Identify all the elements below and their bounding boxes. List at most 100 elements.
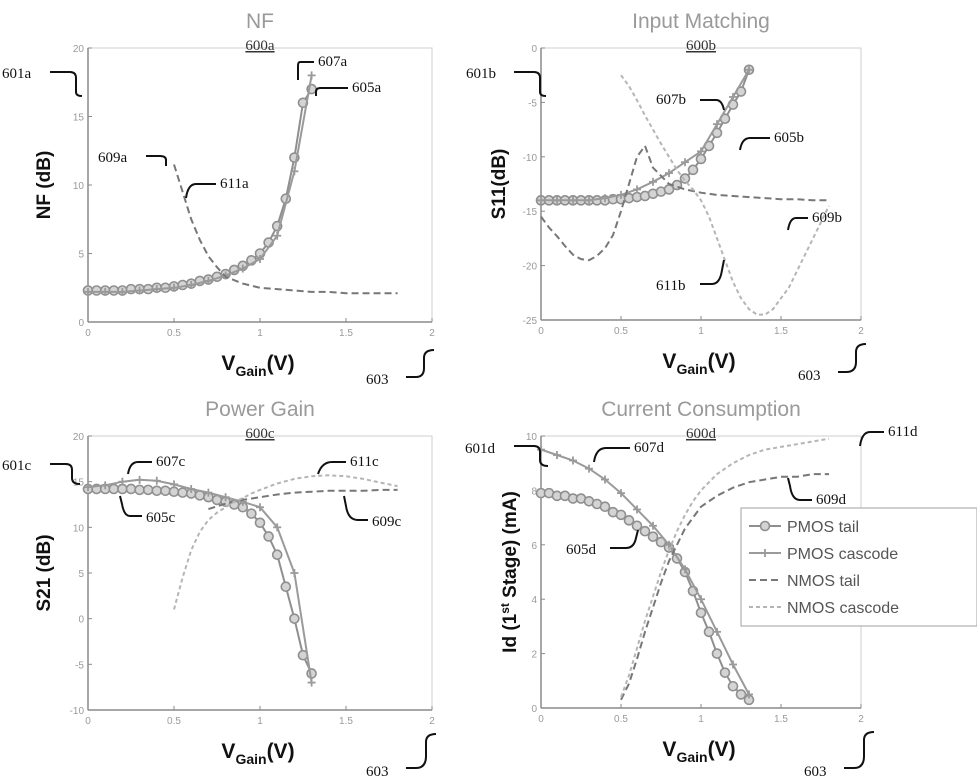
y-tick-label: 8 xyxy=(531,486,537,497)
data-point xyxy=(135,475,144,484)
legend-label: NMOS tail xyxy=(787,573,860,590)
ref-label-609c: 609c xyxy=(372,514,402,530)
ref-label-601d: 601d xyxy=(465,441,496,457)
data-point xyxy=(290,569,299,577)
data-point xyxy=(142,484,154,496)
ref-leader-605a xyxy=(315,87,348,96)
y-tick-label: 4 xyxy=(531,595,537,606)
legend-label: NMOS cascode xyxy=(787,600,899,617)
ref-leader-611d xyxy=(859,431,884,447)
series-pmos-tail xyxy=(535,487,755,706)
ref-label-601a: 601a xyxy=(2,66,32,82)
data-point xyxy=(713,627,721,636)
data-point xyxy=(727,680,739,692)
data-point xyxy=(617,190,625,199)
ref-leader-603 xyxy=(406,349,435,378)
y-tick-label: 15 xyxy=(73,113,85,124)
ref-leader-609d xyxy=(787,477,812,501)
ref-label-603: 603 xyxy=(804,764,827,776)
x-tick-label: 2 xyxy=(858,326,864,337)
ref-label-603: 603 xyxy=(366,764,389,776)
data-point xyxy=(273,523,282,532)
chart-d: 0 0.5 1 1.5 2 0 2 4 6 8 10 Current Consumption 600d I… xyxy=(465,398,977,780)
ref-label-607d: 607d xyxy=(634,440,665,456)
plot-frame xyxy=(540,47,862,321)
series-pmos-tail xyxy=(82,83,317,296)
data-point xyxy=(307,71,316,80)
data-point xyxy=(204,276,213,285)
series-pmos-cascode xyxy=(537,445,753,699)
x-tick-label: 0.5 xyxy=(614,326,628,337)
data-point xyxy=(160,485,171,497)
data-point xyxy=(681,158,689,167)
ref-leader-607c xyxy=(127,461,152,475)
legend-item-pmos-cascode: PMOS cascode xyxy=(749,546,898,563)
x-tick-label: 1.5 xyxy=(774,714,788,725)
y-axis-label: S11(dB) xyxy=(489,149,510,220)
chart-subtitle: 600a xyxy=(245,38,275,54)
data-point xyxy=(623,515,635,526)
y-tick-label: 0 xyxy=(78,318,84,329)
data-point xyxy=(633,185,641,194)
ref-label-605b: 605b xyxy=(774,130,804,146)
data-point xyxy=(101,481,110,490)
data-point xyxy=(246,508,257,519)
data-point xyxy=(290,167,299,176)
y-tick-label: 5 xyxy=(78,569,84,580)
x-axis-label: VGain(V) xyxy=(662,738,735,765)
x-tick-label: 1 xyxy=(257,716,263,727)
ref-label-605c: 605c xyxy=(146,510,176,526)
x-axis-label: VGain(V) xyxy=(662,350,735,377)
data-point xyxy=(601,194,609,203)
ref-leader-609b xyxy=(787,217,808,231)
series-pmos-cascode xyxy=(537,65,753,205)
ref-leader-607b xyxy=(700,99,725,111)
data-point xyxy=(280,581,292,593)
data-point xyxy=(108,285,120,296)
data-point xyxy=(697,147,705,156)
data-point xyxy=(585,196,593,205)
data-point xyxy=(729,660,737,669)
y-tick-label: -25 xyxy=(523,316,538,327)
data-point xyxy=(271,549,283,561)
data-point xyxy=(601,475,609,484)
ref-label-607c: 607c xyxy=(156,454,186,470)
data-point xyxy=(695,607,707,619)
ref-label-601c: 601c xyxy=(2,458,32,474)
x-tick-label: 0 xyxy=(85,716,91,727)
data-point xyxy=(135,286,144,295)
data-point xyxy=(263,531,274,542)
x-tick-label: 0.5 xyxy=(167,716,181,727)
data-point xyxy=(703,626,715,638)
data-point xyxy=(617,489,625,498)
ref-label-605a: 605a xyxy=(352,80,382,96)
x-tick-label: 1.5 xyxy=(774,326,788,337)
series-pmos-cascode xyxy=(84,475,316,687)
ref-leader-605b xyxy=(739,137,770,151)
chart-title: Power Gain xyxy=(205,398,315,421)
y-axis-label: S21 (dB) xyxy=(34,534,55,611)
ref-label-607a: 607a xyxy=(318,54,348,70)
data-point xyxy=(118,287,127,296)
ref-label-609b: 609b xyxy=(812,210,842,226)
data-point xyxy=(647,531,659,542)
y-tick-label: -10 xyxy=(70,706,85,717)
legend-label: PMOS tail xyxy=(787,519,859,536)
ref-leader-601b xyxy=(514,71,547,97)
y-tick-label: 5 xyxy=(78,250,84,261)
y-tick-label: 0 xyxy=(531,44,537,55)
series-pmos-tail xyxy=(82,483,317,679)
data-point xyxy=(553,196,561,205)
data-point xyxy=(108,483,120,495)
ref-label-611d: 611d xyxy=(888,424,918,440)
series-pmos-cascode xyxy=(84,71,316,296)
x-tick-label: 1 xyxy=(257,328,263,339)
data-point xyxy=(631,520,643,532)
series-line xyxy=(541,492,750,701)
x-tick-label: 1 xyxy=(698,326,704,337)
data-point xyxy=(711,648,723,659)
y-tick-label: -5 xyxy=(528,98,537,109)
x-tick-label: 1.5 xyxy=(339,716,353,727)
data-point xyxy=(238,264,247,273)
ref-leader-611a xyxy=(185,183,216,199)
